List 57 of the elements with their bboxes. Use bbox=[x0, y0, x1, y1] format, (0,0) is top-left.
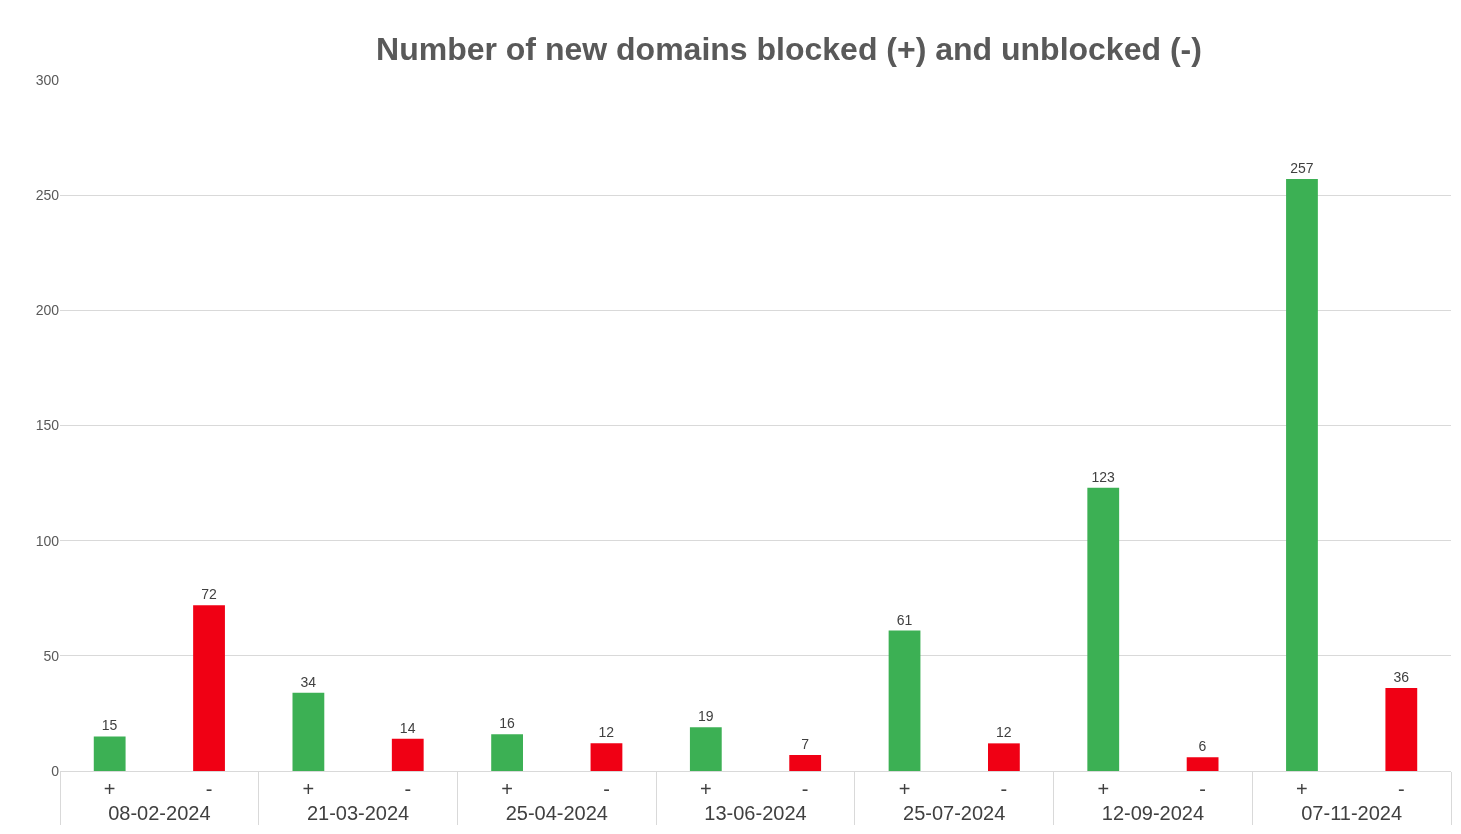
text: - bbox=[404, 778, 412, 800]
bar bbox=[789, 754, 822, 771]
chart-title: Number of new domains blocked (+) and unblocked (-) bbox=[376, 30, 1202, 67]
bar bbox=[1087, 487, 1120, 771]
x-tick-label: 13-06-2024 bbox=[704, 802, 807, 824]
data-label: 16 bbox=[499, 715, 515, 732]
y-tick-label: 250 bbox=[35, 187, 60, 204]
data-label: 36 bbox=[1393, 669, 1410, 686]
x-tick-label: 21-03-2024 bbox=[306, 802, 410, 824]
text: + bbox=[898, 778, 911, 800]
y-tick-label: 50 bbox=[43, 647, 60, 664]
bar bbox=[590, 743, 623, 771]
y-tick-label: 200 bbox=[35, 302, 60, 319]
data-label: 61 bbox=[896, 611, 913, 628]
x-tick-label: 08-02-2024 bbox=[108, 802, 211, 824]
data-label: 15 bbox=[101, 717, 118, 734]
bar bbox=[988, 743, 1020, 771]
bar bbox=[193, 605, 225, 771]
y-tick-label: 300 bbox=[35, 71, 60, 88]
text: + bbox=[302, 778, 315, 800]
bar bbox=[391, 738, 424, 771]
y-tick-label: 150 bbox=[35, 417, 60, 434]
x-tick-label: 07-11-2024 bbox=[1301, 802, 1403, 824]
bar bbox=[888, 630, 921, 771]
text: + bbox=[1097, 778, 1110, 800]
text: - bbox=[1397, 778, 1405, 800]
x-tick-label: 12-09-2024 bbox=[1101, 802, 1205, 824]
data-label: 6 bbox=[1198, 738, 1207, 755]
bar bbox=[491, 734, 523, 771]
data-label: 7 bbox=[801, 735, 810, 752]
text: + bbox=[699, 778, 712, 800]
data-label: 72 bbox=[201, 586, 217, 603]
y-tick-label: 0 bbox=[51, 762, 60, 779]
bar bbox=[1186, 757, 1219, 771]
x-tick-label: 25-07-2024 bbox=[903, 802, 1006, 824]
text: - bbox=[1199, 778, 1206, 800]
series-label: - bbox=[205, 778, 213, 800]
y-tick-label: 100 bbox=[35, 532, 60, 549]
data-label: 19 bbox=[697, 708, 714, 725]
text: + bbox=[501, 778, 513, 800]
bar bbox=[93, 736, 126, 771]
text: + bbox=[1296, 778, 1308, 800]
data-label: 123 bbox=[1091, 468, 1116, 485]
series-label: + bbox=[103, 778, 116, 800]
text: - bbox=[801, 778, 809, 800]
data-label: 14 bbox=[399, 719, 416, 736]
data-label: 34 bbox=[300, 673, 317, 690]
x-tick-label: 25-04-2024 bbox=[505, 802, 608, 824]
bar bbox=[292, 692, 325, 771]
bar bbox=[1286, 179, 1318, 771]
bar bbox=[689, 727, 722, 771]
bar bbox=[1385, 688, 1418, 771]
data-label: 257 bbox=[1290, 160, 1314, 177]
text: - bbox=[1000, 778, 1008, 800]
data-label: 12 bbox=[598, 724, 615, 741]
text: - bbox=[603, 778, 610, 800]
data-label: 12 bbox=[996, 724, 1012, 741]
